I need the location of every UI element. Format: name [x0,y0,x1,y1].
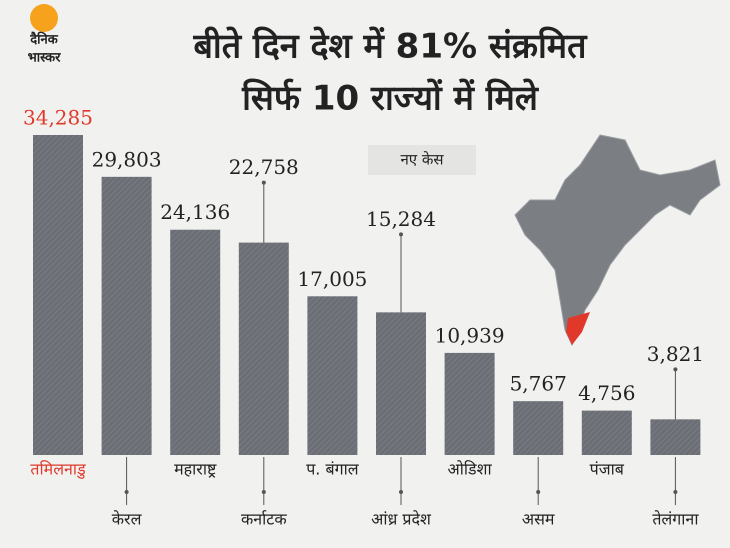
value-label: 29,803 [92,147,162,171]
logo-text: दैनिक [29,32,58,48]
value-label: 5,767 [510,372,567,396]
bar [581,410,632,455]
leader-dot [399,232,403,237]
x-tick-label: कर्नाटक [241,510,287,529]
leader-dot [673,367,678,372]
value-label: 17,005 [297,267,367,291]
bar [513,401,564,455]
india-map [514,134,721,347]
logo-text: भास्कर [28,51,62,66]
bar [33,135,83,455]
x-tick-label: असम [522,510,555,529]
leader-dot [399,490,403,494]
bar [376,312,426,455]
logo-sun [30,4,58,32]
value-label: 10,939 [435,323,505,347]
legend-box [368,145,476,175]
x-tick-label: तमिलनाडु [30,460,86,480]
x-tick-label: प. बंगाल [306,460,360,479]
x-tick-label: आंध्र प्रदेश [371,510,432,529]
bar [444,352,495,455]
bar [170,229,221,455]
leader-dot [124,490,129,494]
bar [101,176,152,455]
chart-title: बीते दिन देश में 81% संक्रमित [192,26,588,67]
x-tick-label: ओडिशा [448,460,493,479]
value-label: 22,758 [229,155,299,179]
x-tick-label: महाराष्ट्र [174,460,217,479]
leader-dot [261,490,266,494]
value-label: 3,821 [647,342,704,366]
value-label: 15,284 [366,207,436,231]
leader-dot [536,490,541,494]
value-label: 24,136 [160,200,230,224]
value-label: 34,285 [23,106,93,130]
leader-dot [673,490,678,494]
legend-label: नए केस [400,151,444,169]
x-tick-label: पंजाब [590,460,625,479]
chart-title: सिर्फ 10 राज्यों में मिले [241,78,540,119]
logo: दैनिक भास्कर [28,4,62,66]
value-label: 4,756 [578,381,635,405]
bar [238,242,289,455]
bar [307,296,358,455]
x-tick-label: केरल [112,510,143,529]
bar [650,419,701,455]
x-tick-label: तेलंगाना [652,510,699,529]
leader-dot [261,180,266,185]
